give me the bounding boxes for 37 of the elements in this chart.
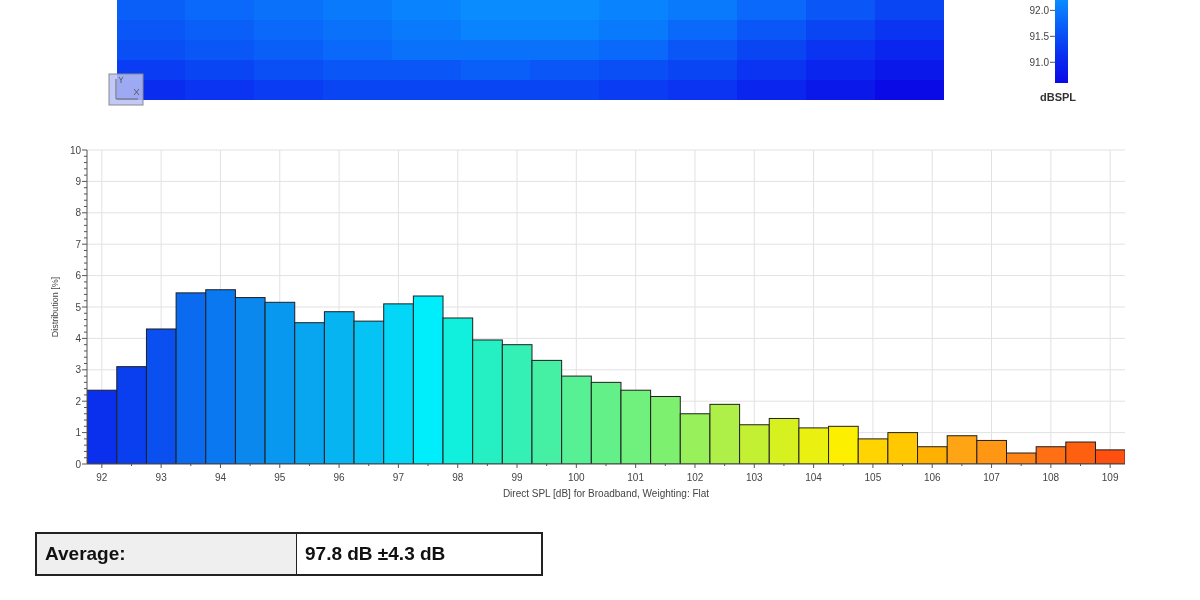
y-tick-label: 4 bbox=[75, 332, 82, 344]
x-tick-label: 99 bbox=[511, 472, 524, 483]
x-tick-label: 92 bbox=[96, 472, 108, 483]
x-tick-label: 96 bbox=[333, 472, 346, 483]
text: 97.8 dB ±4.3 dB bbox=[296, 534, 541, 574]
y-axis-title: Distribution [%] bbox=[50, 276, 61, 338]
x-tick-label: 101 bbox=[627, 472, 645, 483]
x-tick-label: 102 bbox=[686, 472, 704, 483]
y-tick-label: 0 bbox=[75, 458, 82, 470]
y-tick-label: 8 bbox=[75, 207, 82, 219]
x-tick-label: 93 bbox=[155, 472, 168, 483]
color-bar-label: 91.0 bbox=[1029, 56, 1050, 68]
x-tick-label: 109 bbox=[1101, 472, 1119, 483]
y-tick-label: 1 bbox=[75, 427, 82, 439]
color-bar-label: 91.5 bbox=[1029, 30, 1050, 42]
x-tick-label: 107 bbox=[983, 472, 1001, 483]
x-tick-label: 100 bbox=[568, 472, 586, 483]
color-bar-title: dBSPL bbox=[1038, 91, 1078, 103]
x-tick-label: 94 bbox=[214, 472, 227, 483]
x-tick-label: 95 bbox=[274, 472, 286, 483]
x-tick-label: 97 bbox=[392, 472, 405, 483]
y-tick-label: 6 bbox=[75, 270, 82, 282]
y-tick-label: 3 bbox=[75, 364, 82, 376]
x-tick-label: 106 bbox=[923, 472, 942, 483]
x-tick-label: 103 bbox=[745, 472, 764, 483]
color-bar-label: 92.0 bbox=[1029, 4, 1050, 16]
y-tick-label: 5 bbox=[75, 301, 82, 313]
y-tick-label: 7 bbox=[75, 238, 82, 250]
x-tick-label: 105 bbox=[864, 472, 882, 483]
x-tick-label: 98 bbox=[452, 472, 464, 483]
x-tick-label: 104 bbox=[805, 472, 823, 483]
y-tick-label: 2 bbox=[75, 395, 82, 407]
x-axis-title: Direct SPL [dB] for Broadband, Weighting: Flat bbox=[502, 488, 710, 499]
text: Average: bbox=[37, 534, 296, 574]
y-tick-label: 10 bbox=[69, 144, 82, 156]
y-tick-label: 9 bbox=[75, 175, 82, 187]
x-tick-label: 108 bbox=[1042, 472, 1060, 483]
